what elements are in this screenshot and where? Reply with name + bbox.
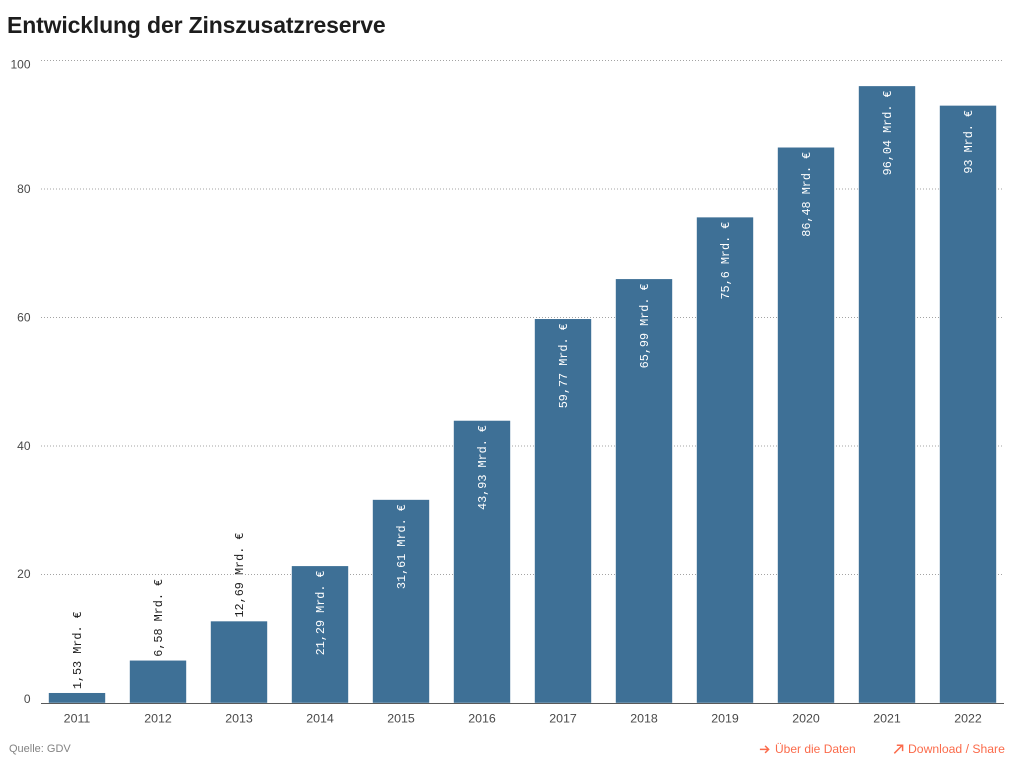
svg-text:75,6 Mrd. €: 75,6 Mrd. € [719,222,733,300]
svg-text:59,77 Mrd. €: 59,77 Mrd. € [557,323,571,408]
svg-text:2019: 2019 [711,712,739,726]
svg-text:80: 80 [17,182,31,196]
svg-text:86,48 Mrd. €: 86,48 Mrd. € [800,152,814,237]
svg-text:65,99 Mrd. €: 65,99 Mrd. € [638,283,652,368]
svg-text:2014: 2014 [306,712,334,726]
svg-text:21,29 Mrd. €: 21,29 Mrd. € [314,570,328,655]
svg-text:20: 20 [17,567,31,581]
svg-text:1,53 Mrd. €: 1,53 Mrd. € [71,611,85,689]
svg-text:2011: 2011 [64,712,91,726]
svg-text:0: 0 [24,692,31,706]
svg-text:43,93 Mrd. €: 43,93 Mrd. € [476,425,490,510]
svg-text:2016: 2016 [468,712,496,726]
svg-text:60: 60 [17,310,31,324]
svg-text:2020: 2020 [792,712,820,726]
svg-text:40: 40 [17,439,31,453]
svg-text:100: 100 [10,58,30,72]
svg-text:2022: 2022 [954,712,982,726]
svg-text:31,61 Mrd. €: 31,61 Mrd. € [395,504,409,589]
svg-text:2017: 2017 [549,712,577,726]
svg-text:96,04 Mrd. €: 96,04 Mrd. € [881,90,895,175]
svg-text:6,58 Mrd. €: 6,58 Mrd. € [152,579,166,657]
svg-text:2015: 2015 [387,712,415,726]
svg-text:2013: 2013 [225,712,253,726]
svg-text:2021: 2021 [873,712,901,726]
svg-text:12,69 Mrd. €: 12,69 Mrd. € [233,533,247,618]
svg-text:2018: 2018 [630,712,658,726]
svg-text:2012: 2012 [144,712,172,726]
svg-text:93 Mrd. €: 93 Mrd. € [962,110,976,174]
